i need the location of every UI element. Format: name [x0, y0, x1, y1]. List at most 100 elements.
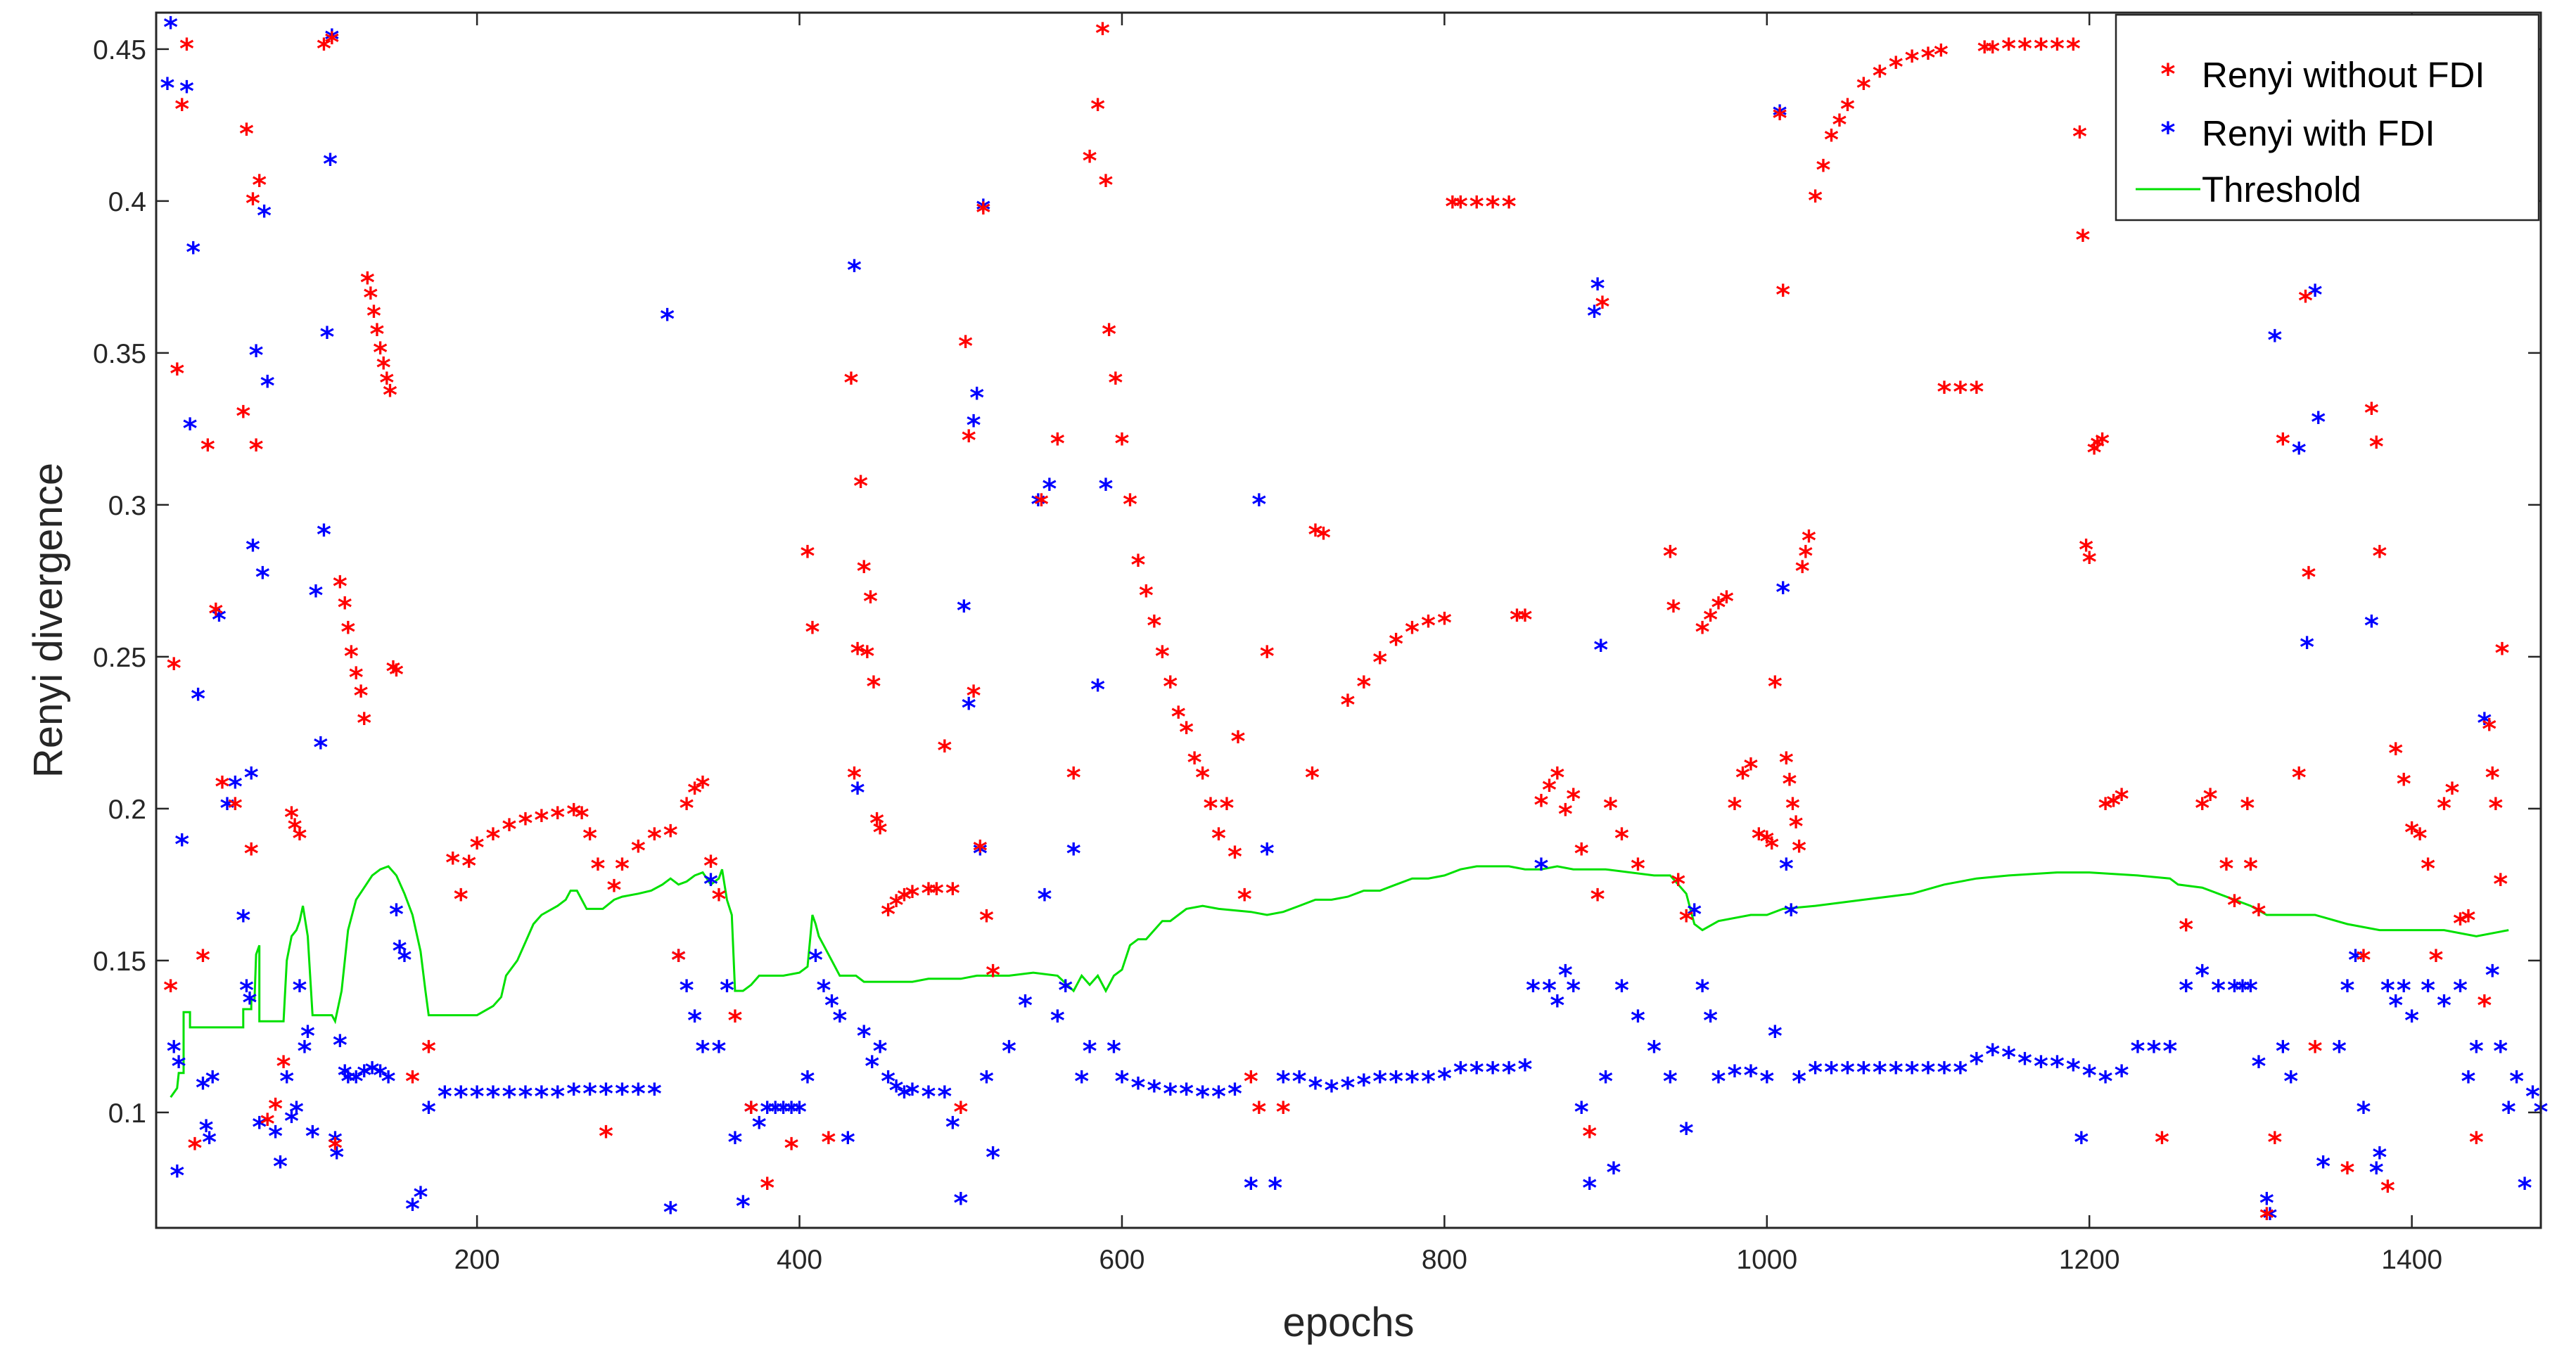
point-renyi-without-fdi: *	[2388, 738, 2403, 770]
point-renyi-with-fdi: *	[865, 1051, 879, 1083]
point-renyi-with-fdi: *	[174, 829, 189, 861]
point-renyi-with-fdi: *	[1526, 975, 1541, 1007]
point-renyi-without-fdi: *	[1728, 793, 1742, 825]
point-renyi-without-fdi: *	[1743, 753, 1758, 786]
point-renyi-with-fdi: *	[2276, 1035, 2290, 1068]
point-renyi-without-fdi: *	[945, 878, 960, 910]
point-renyi-with-fdi: *	[768, 1096, 783, 1129]
point-renyi-with-fdi: *	[2404, 1005, 2419, 1037]
point-renyi-without-fdi: *	[208, 598, 223, 630]
point-renyi-with-fdi: *	[1211, 1081, 1226, 1113]
point-renyi-without-fdi: *	[801, 540, 815, 572]
point-renyi-with-fdi: *	[186, 236, 200, 269]
point-renyi-without-fdi: *	[2276, 428, 2290, 460]
point-renyi-with-fdi: *	[202, 1127, 217, 1159]
point-renyi-without-fdi: *	[1050, 428, 1065, 460]
point-renyi-without-fdi: *	[2488, 793, 2503, 825]
point-renyi-with-fdi: *	[615, 1078, 630, 1110]
point-renyi-without-fdi: *	[1953, 376, 1968, 409]
point-renyi-without-fdi: *	[937, 735, 952, 767]
point-renyi-without-fdi: *	[821, 1127, 836, 1159]
point-renyi-with-fdi: *	[163, 12, 178, 44]
point-renyi-with-fdi: *	[297, 1035, 312, 1068]
legend-label-renyi-without-fdi: Renyi without FDI	[2202, 55, 2485, 95]
point-renyi-without-fdi: *	[344, 641, 359, 673]
point-renyi-without-fdi: *	[2034, 33, 2048, 65]
point-renyi-with-fdi: *	[2179, 975, 2193, 1007]
point-renyi-without-fdi: *	[2106, 790, 2121, 822]
point-renyi-without-fdi: *	[2372, 540, 2387, 572]
point-renyi-without-fdi: *	[550, 802, 565, 834]
point-renyi-without-fdi: *	[2203, 783, 2218, 816]
point-renyi-with-fdi: *	[397, 944, 412, 977]
point-renyi-without-fdi: *	[1558, 799, 1573, 831]
point-renyi-with-fdi: *	[205, 1066, 220, 1098]
point-renyi-with-fdi: *	[349, 1066, 364, 1098]
point-renyi-without-fdi: *	[486, 823, 501, 855]
point-renyi-with-fdi: *	[937, 1081, 952, 1113]
point-renyi-with-fdi: *	[824, 990, 839, 1023]
x-tick-label: 1400	[2381, 1245, 2442, 1275]
point-renyi-without-fdi: *	[268, 1094, 283, 1126]
point-renyi-without-fdi: *	[1816, 155, 1831, 187]
point-renyi-with-fdi: *	[329, 1142, 344, 1174]
point-renyi-without-fdi: *	[1195, 762, 1210, 795]
point-renyi-without-fdi: *	[2298, 285, 2313, 317]
point-renyi-with-fdi: *	[2251, 1051, 2266, 1083]
point-renyi-with-fdi: *	[365, 1057, 380, 1089]
x-tick-label: 200	[454, 1245, 500, 1275]
x-tick-label: 800	[1422, 1245, 1467, 1275]
point-renyi-without-fdi: *	[174, 94, 189, 126]
point-renyi-without-fdi: *	[1719, 586, 1734, 618]
point-renyi-with-fdi: *	[969, 383, 984, 415]
point-renyi-without-fdi: *	[2437, 793, 2451, 825]
point-renyi-without-fdi: *	[1171, 701, 1186, 733]
point-renyi-without-fdi: *	[163, 975, 178, 1007]
point-renyi-with-fdi: *	[1179, 1078, 1194, 1110]
point-renyi-without-fdi: *	[1773, 103, 1787, 135]
point-renyi-with-fdi: *	[1889, 1057, 1904, 1089]
point-renyi-without-fdi: *	[1099, 169, 1114, 202]
point-renyi-without-fdi: *	[2340, 1157, 2354, 1189]
point-renyi-with-fdi: *	[1566, 975, 1581, 1007]
point-renyi-with-fdi: *	[1340, 1072, 1355, 1104]
point-renyi-with-fdi: *	[308, 579, 323, 612]
point-renyi-without-fdi: *	[2240, 793, 2255, 825]
point-renyi-with-fdi: *	[246, 534, 260, 567]
point-renyi-without-fdi: *	[2227, 890, 2242, 922]
legend-marker-renyi-without-fdi: *	[2161, 58, 2176, 91]
point-renyi-with-fdi: *	[647, 1078, 662, 1110]
point-renyi-with-fdi: *	[2437, 990, 2451, 1023]
point-renyi-with-fdi: *	[752, 1111, 767, 1143]
point-renyi-without-fdi: *	[1034, 489, 1049, 521]
point-renyi-with-fdi: *	[2501, 1096, 2516, 1129]
point-renyi-without-fdi: *	[881, 899, 895, 931]
point-renyi-without-fdi: *	[2017, 33, 2032, 65]
point-renyi-with-fdi: *	[1759, 1066, 1774, 1098]
point-renyi-with-fdi: *	[1590, 273, 1605, 305]
point-renyi-with-fdi: *	[293, 975, 307, 1007]
point-renyi-with-fdi: *	[973, 838, 988, 871]
point-renyi-without-fdi: *	[244, 838, 259, 871]
point-renyi-without-fdi: *	[1789, 811, 1804, 843]
point-renyi-with-fdi: *	[333, 1030, 347, 1062]
point-renyi-with-fdi: *	[323, 148, 338, 181]
point-renyi-with-fdi: *	[2509, 1066, 2524, 1098]
point-renyi-without-fdi: *	[2301, 562, 2316, 594]
point-renyi-with-fdi: *	[808, 944, 823, 977]
point-renyi-without-fdi: *	[333, 571, 347, 603]
point-renyi-without-fdi: *	[1356, 671, 1371, 703]
point-renyi-without-fdi: *	[1671, 869, 1685, 901]
point-renyi-without-fdi: *	[582, 823, 597, 855]
point-renyi-without-fdi: *	[2429, 944, 2444, 977]
point-renyi-with-fdi: *	[857, 1020, 872, 1053]
point-renyi-without-fdi: *	[2380, 1175, 2395, 1207]
point-renyi-without-fdi: *	[2001, 33, 2016, 65]
point-renyi-with-fdi: *	[1607, 1157, 1621, 1189]
point-renyi-without-fdi: *	[2259, 1203, 2274, 1235]
point-renyi-with-fdi: *	[1163, 1078, 1178, 1110]
point-renyi-with-fdi: *	[2421, 975, 2435, 1007]
point-renyi-without-fdi: *	[373, 337, 388, 369]
point-renyi-with-fdi: *	[1130, 1072, 1145, 1104]
point-renyi-with-fdi: *	[167, 1035, 181, 1068]
